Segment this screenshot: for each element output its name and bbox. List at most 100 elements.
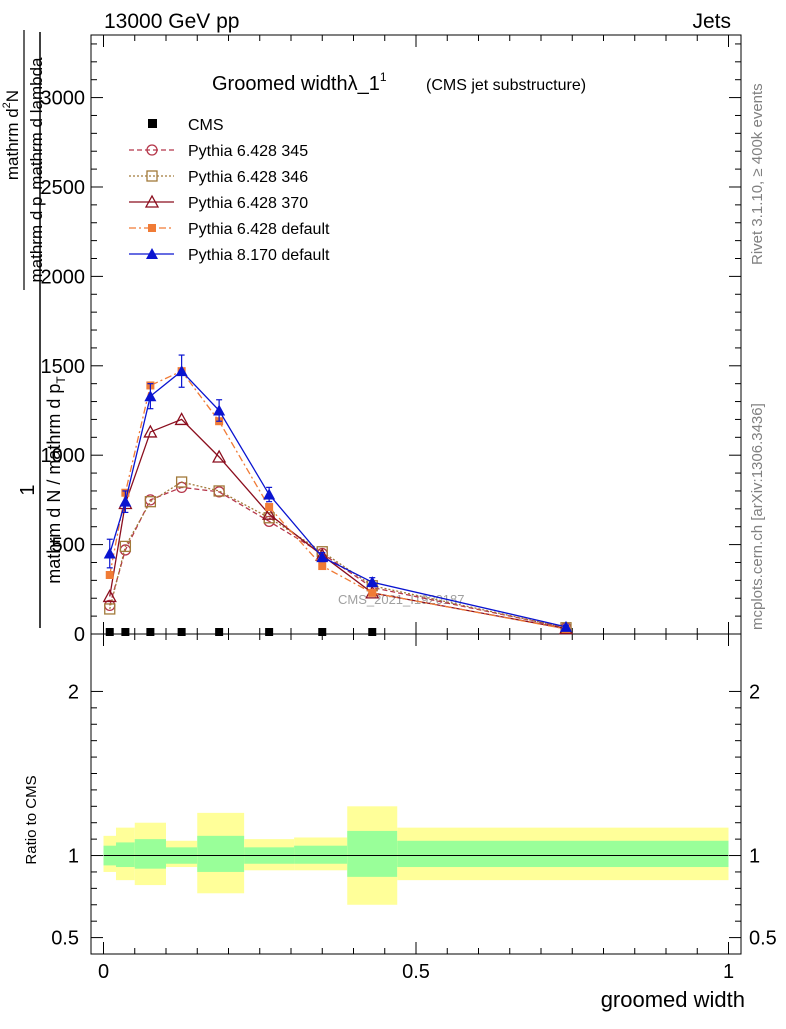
series-line: [109, 486, 567, 629]
series-4: [103, 354, 572, 632]
chart-title: Groomed widthλ_11 (CMS jet substructure): [212, 70, 586, 95]
series-point: [103, 547, 116, 559]
x-tick-label: 0.5: [402, 961, 430, 983]
series-point: [212, 449, 227, 463]
y-tick-label: 2000: [41, 266, 86, 288]
series-point: [368, 588, 377, 597]
ratio-inner-band: [134, 839, 166, 869]
axis-ticks: [91, 35, 741, 954]
series-line: [109, 370, 567, 628]
cms-point: [215, 628, 224, 636]
ratio-inner-band: [197, 835, 245, 872]
ratio-tick-label-right: 2: [749, 681, 760, 703]
y-tick-label: 2500: [41, 177, 86, 199]
svg-text:Groomed widthλ_11: Groomed widthλ_11: [212, 70, 387, 95]
series-point: [174, 412, 189, 426]
series-point: [119, 495, 132, 507]
series-point: [144, 496, 157, 508]
cms-point: [146, 628, 155, 636]
main-ylabel: 1 mathrm d N / mathrm d pT mathrm d2N ma…: [1, 30, 68, 628]
ratio-inner-band: [347, 830, 398, 877]
ratio-bands: [103, 806, 729, 905]
series-line: [109, 370, 567, 630]
cms-point: [105, 628, 114, 636]
y-tick-label: 3000: [41, 88, 86, 110]
header-jets-label: Jets: [692, 10, 731, 33]
title-lambda: λ_1: [348, 73, 380, 95]
series-0: [104, 481, 572, 634]
ylabel-top-den-sub: T: [38, 190, 50, 197]
legend-marker: [146, 170, 158, 182]
series-point: [560, 620, 572, 632]
legend-marker: [146, 144, 158, 156]
series-point: [263, 488, 276, 500]
legend-cms-marker: [148, 119, 157, 128]
ylabel-numerator: 1: [17, 484, 39, 495]
ratio-tick-label-right: 0.5: [749, 928, 777, 950]
header-energy-label: 13000 GeV pp: [104, 10, 239, 33]
ratio-inner-band: [294, 845, 348, 864]
series-point: [144, 390, 157, 402]
series-point: [318, 562, 327, 571]
legend-label: Pythia 6.428 370: [188, 195, 308, 212]
ratio-inner-band: [116, 842, 135, 868]
legend-marker: [144, 194, 160, 208]
cms-point: [121, 628, 130, 636]
series-point: [104, 603, 116, 615]
ratio-tick-label: 0.5: [51, 928, 79, 950]
series-point: [262, 506, 277, 520]
series-point: [213, 404, 226, 416]
svg-text:mathrm d2N: mathrm d2N: [1, 90, 22, 180]
series-1: [104, 476, 572, 634]
svg-text:mathrm d N / mathrm d pT: mathrm d N / mathrm d pT: [44, 376, 68, 584]
title-sup: 1: [380, 70, 387, 84]
legend-label: Pythia 6.428 345: [188, 143, 308, 160]
x-axis-label: groomed width: [601, 987, 745, 1012]
ylabel-top-den: mathrm d p: [27, 197, 46, 283]
ylabel-top-num-sup: 2: [1, 102, 13, 108]
ratio-tick-label: 2: [68, 681, 79, 703]
series-point: [105, 570, 114, 579]
series-point: [265, 503, 274, 512]
series-point: [143, 424, 158, 438]
series-point: [102, 589, 117, 603]
axis-tick-labels: 0 500 1000 1500 2000 2500 3000 0 0.5 1 0.5 0.5 1 1 2 2: [41, 88, 777, 983]
series-point: [175, 476, 188, 488]
series-line: [109, 418, 567, 630]
y-tick-label: 500: [52, 535, 85, 557]
cms-point: [265, 628, 274, 636]
ratio-tick-label: 1: [68, 846, 79, 868]
series-point: [213, 485, 225, 497]
series-layer: [102, 354, 574, 635]
title-sub: (CMS jet substructure): [426, 77, 586, 94]
legend-marker: [148, 224, 156, 232]
cms-point: [318, 628, 327, 636]
ylabel-denominator-sub: T: [54, 376, 68, 384]
series-point: [175, 365, 188, 377]
y-tick-label: 1000: [41, 445, 86, 467]
cms-data-layer: [105, 628, 377, 636]
ratio-inner-band: [397, 840, 729, 868]
ylabel-top-num: mathrm d: [3, 108, 22, 180]
series-point: [316, 551, 329, 563]
series-line: [109, 481, 567, 629]
series-point: [366, 576, 379, 588]
ratio-ylabel: Ratio to CMS: [23, 775, 40, 864]
ratio-tick-label-right: 1: [749, 846, 760, 868]
ratio-plot-frame: [90, 633, 742, 955]
y-tick-label: 1500: [41, 356, 86, 378]
legend-label: Pythia 6.428 346: [188, 169, 308, 186]
rivet-label: Rivet 3.1.10, ≥ 400k events: [749, 83, 766, 265]
ylabel-top-den-end: mathrm d lambda: [27, 57, 46, 190]
ylabel-denominator: mathrm d N / mathrm d p: [44, 384, 64, 584]
mcplots-label: mcplots.cern.ch [arXiv:1306.3436]: [749, 403, 766, 630]
legend-label: Pythia 8.170 default: [188, 247, 330, 264]
y-tick-label: 0: [74, 624, 85, 646]
x-tick-label: 1: [723, 961, 734, 983]
ylabel-top-num-end: N: [3, 90, 22, 102]
x-tick-label: 0: [98, 961, 109, 983]
svg-text:mathrm d pTmathrm d lambda: mathrm d pTmathrm d lambda: [27, 57, 50, 283]
legend-cms-label: CMS: [188, 117, 224, 134]
